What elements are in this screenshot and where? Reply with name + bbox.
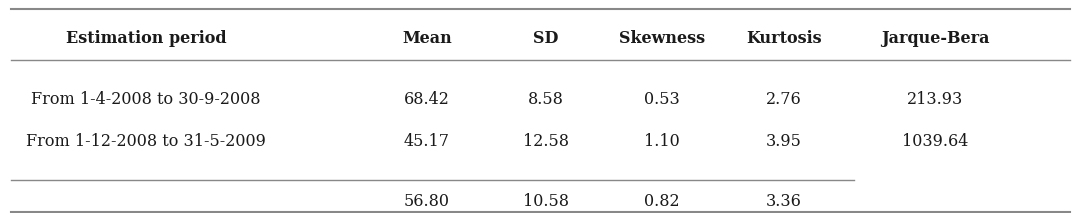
Text: 8.58: 8.58 [528, 91, 564, 108]
Text: Skewness: Skewness [618, 30, 705, 47]
Text: Jarque-Bera: Jarque-Bera [881, 30, 989, 47]
Text: 10.58: 10.58 [523, 193, 569, 210]
Text: 1039.64: 1039.64 [902, 133, 969, 150]
Text: 1.10: 1.10 [643, 133, 680, 150]
Text: SD: SD [533, 30, 559, 47]
Text: 45.17: 45.17 [404, 133, 450, 150]
Text: Kurtosis: Kurtosis [746, 30, 822, 47]
Text: Estimation period: Estimation period [66, 30, 226, 47]
Text: From 1-12-2008 to 31-5-2009: From 1-12-2008 to 31-5-2009 [26, 133, 266, 150]
Text: 213.93: 213.93 [907, 91, 963, 108]
Text: From 1-4-2008 to 30-9-2008: From 1-4-2008 to 30-9-2008 [31, 91, 261, 108]
Text: 2.76: 2.76 [765, 91, 802, 108]
Text: 0.82: 0.82 [644, 193, 679, 210]
Text: 0.53: 0.53 [643, 91, 680, 108]
Text: 56.80: 56.80 [404, 193, 450, 210]
Text: 12.58: 12.58 [523, 133, 569, 150]
Text: Mean: Mean [402, 30, 452, 47]
Text: 3.95: 3.95 [765, 133, 802, 150]
Text: 3.36: 3.36 [765, 193, 802, 210]
Text: 68.42: 68.42 [404, 91, 450, 108]
